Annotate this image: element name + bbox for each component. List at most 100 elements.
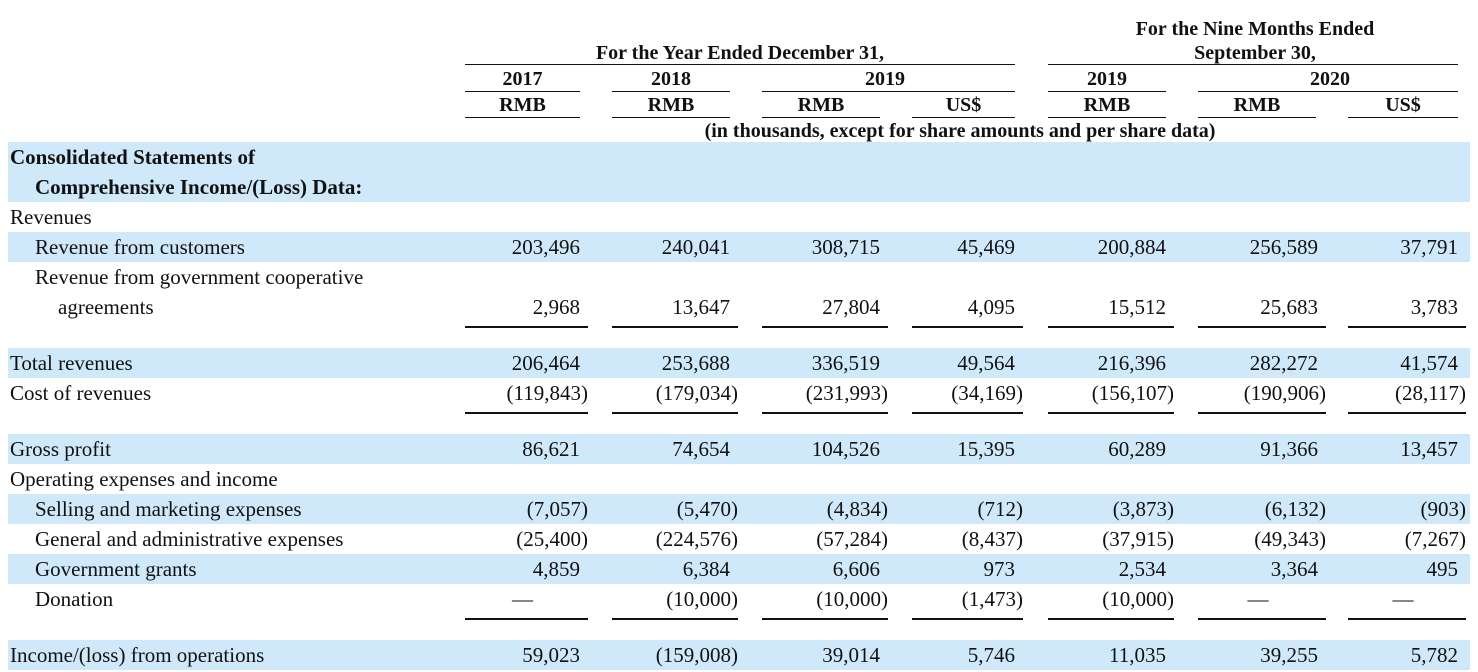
cell-general-and-administrative-expenses-col3: (57,284): [816, 527, 888, 551]
cell-cost-of-revenues-col1: (119,843): [506, 381, 588, 405]
row-label-total-revenues: Total revenues: [10, 351, 133, 375]
cell-revenue-from-customers-col2: 240,041: [661, 235, 730, 259]
subtotal-rule-donation-col4: [912, 618, 1023, 620]
cell-total-revenues-col5: 216,396: [1097, 351, 1166, 375]
row-label-general-and-administrative-expenses: General and administrative expenses: [35, 527, 344, 551]
header-rule-currency4: [912, 117, 1015, 118]
subtotal-rule-donation-col6: [1198, 618, 1326, 620]
cell-revenue-from-customers-col7: 37,791: [1400, 235, 1458, 259]
header-currency-col2: RMB: [647, 94, 695, 116]
subtotal-rule-cost-of-revenues-col3: [762, 412, 888, 414]
cell-government-grants-col2: 6,384: [682, 557, 730, 581]
cell-total-revenues-col7: 41,574: [1400, 351, 1458, 375]
subtotal-rule-cost-of-revenues-col4: [912, 412, 1023, 414]
cell-donation-col5: (10,000): [1102, 587, 1174, 611]
cell-general-and-administrative-expenses-col1: (25,400): [516, 527, 588, 551]
subtotal-rule-donation-col3: [762, 618, 888, 620]
cell-total-revenues-col6: 282,272: [1249, 351, 1318, 375]
header-rule-year-group: [465, 64, 1015, 65]
cell-selling-and-marketing-expenses-col5: (3,873): [1112, 497, 1174, 521]
header-rule-currency2: [612, 117, 730, 118]
cell-agreements-col4: 4,095: [967, 295, 1015, 319]
header-year-2018: 2018: [651, 68, 691, 90]
subtotal-rule-donation-col1: [465, 618, 588, 620]
cell-gross-profit-col6: 91,366: [1260, 437, 1318, 461]
header-group-nine-months-line2: September 30,: [1194, 42, 1316, 64]
cell-income-loss-from-operations-col6: 39,255: [1260, 643, 1318, 667]
subtotal-rule-agreements-col1: [465, 326, 588, 328]
cell-cost-of-revenues-col7: (28,117): [1395, 381, 1466, 405]
subtotal-rule-agreements-col5: [1048, 326, 1174, 328]
header-rule-currency6: [1198, 117, 1316, 118]
cell-government-grants-col5: 2,534: [1118, 557, 1166, 581]
cell-income-loss-from-operations-col7: 5,782: [1410, 643, 1458, 667]
row-label-agreements: agreements: [58, 295, 154, 319]
cell-general-and-administrative-expenses-col6: (49,343): [1254, 527, 1326, 551]
header-rule-2017: [465, 91, 580, 92]
cell-government-grants-col6: 3,364: [1270, 557, 1318, 581]
subtotal-rule-donation-col5: [1048, 618, 1174, 620]
subtotal-rule-cost-of-revenues-col2: [612, 412, 738, 414]
subtotal-rule-agreements-col4: [912, 326, 1023, 328]
header-rule-nine-group: [1048, 64, 1458, 65]
cell-income-loss-from-operations-col1: 59,023: [522, 643, 580, 667]
cell-agreements-col6: 25,683: [1260, 295, 1318, 319]
cell-selling-and-marketing-expenses-col1: (7,057): [526, 497, 588, 521]
cell-income-loss-from-operations-col4: 5,746: [967, 643, 1015, 667]
row-label-revenue-from-government-cooperative: Revenue from government cooperative: [35, 265, 364, 289]
subtotal-rule-agreements-col6: [1198, 326, 1326, 328]
header-currency-col4: US$: [945, 94, 982, 116]
header-rule-2019-nine: [1048, 91, 1166, 92]
header-rule-currency3: [762, 117, 880, 118]
header-year-2020-nine: 2020: [1310, 68, 1350, 90]
cell-cost-of-revenues-col5: (156,107): [1091, 381, 1174, 405]
row-band-selling-and-marketing-expenses: [8, 494, 1470, 524]
cell-agreements-col1: 2,968: [532, 295, 580, 319]
header-currency-col3: RMB: [797, 94, 845, 116]
cell-total-revenues-col3: 336,519: [811, 351, 880, 375]
row-band-gross-profit: [8, 434, 1470, 464]
cell-donation-col1: —: [512, 587, 533, 611]
header-rule-2020-nine: [1198, 91, 1458, 92]
cell-selling-and-marketing-expenses-col3: (4,834): [826, 497, 888, 521]
row-label-donation: Donation: [35, 587, 114, 611]
cell-donation-col3: (10,000): [816, 587, 888, 611]
cell-gross-profit-col3: 104,526: [811, 437, 880, 461]
row-label-selling-and-marketing-expenses: Selling and marketing expenses: [35, 497, 302, 521]
cell-revenue-from-customers-col1: 203,496: [511, 235, 580, 259]
cell-cost-of-revenues-col2: (179,034): [655, 381, 738, 405]
cell-gross-profit-col4: 15,395: [957, 437, 1015, 461]
cell-donation-col7: —: [1392, 587, 1414, 611]
subtotal-rule-agreements-col3: [762, 326, 888, 328]
header-rule-currency7: [1348, 117, 1458, 118]
row-label-revenue-from-customers: Revenue from customers: [35, 235, 245, 259]
row-label-cost-of-revenues: Cost of revenues: [10, 381, 152, 405]
cell-total-revenues-col4: 49,564: [957, 351, 1015, 375]
row-band-income-loss-from-operations: [8, 640, 1470, 670]
cell-selling-and-marketing-expenses-col7: (903): [1420, 497, 1467, 521]
cell-general-and-administrative-expenses-col5: (37,915): [1102, 527, 1174, 551]
cell-selling-and-marketing-expenses-col2: (5,470): [676, 497, 738, 521]
subtotal-rule-agreements-col2: [612, 326, 738, 328]
row-band-consolidated-statements-of: [8, 142, 1470, 172]
cell-selling-and-marketing-expenses-col6: (6,132): [1264, 497, 1326, 521]
cell-cost-of-revenues-col3: (231,993): [805, 381, 888, 405]
header-rule-2018: [612, 91, 730, 92]
subtotal-rule-donation-col2: [612, 618, 738, 620]
cell-agreements-col2: 13,647: [672, 295, 730, 319]
header-year-2019: 2019: [865, 68, 905, 90]
cell-gross-profit-col7: 13,457: [1400, 437, 1458, 461]
header-rule-currency5: [1048, 117, 1166, 118]
row-label-comprehensive-income-loss-data: Comprehensive Income/(Loss) Data:: [35, 175, 363, 199]
row-label-government-grants: Government grants: [35, 557, 197, 581]
cell-general-and-administrative-expenses-col2: (224,576): [655, 527, 738, 551]
header-units-note: (in thousands, except for share amounts …: [704, 120, 1216, 142]
cell-revenue-from-customers-col6: 256,589: [1249, 235, 1318, 259]
cell-donation-col4: (1,473): [961, 587, 1023, 611]
header-year-2019-nine: 2019: [1087, 68, 1127, 90]
cell-cost-of-revenues-col6: (190,906): [1243, 381, 1326, 405]
cell-government-grants-col7: 495: [1426, 557, 1459, 581]
row-label-operating-expenses-and-income: Operating expenses and income: [10, 467, 278, 491]
cell-general-and-administrative-expenses-col7: (7,267): [1404, 527, 1466, 551]
cell-government-grants-col1: 4,859: [532, 557, 580, 581]
